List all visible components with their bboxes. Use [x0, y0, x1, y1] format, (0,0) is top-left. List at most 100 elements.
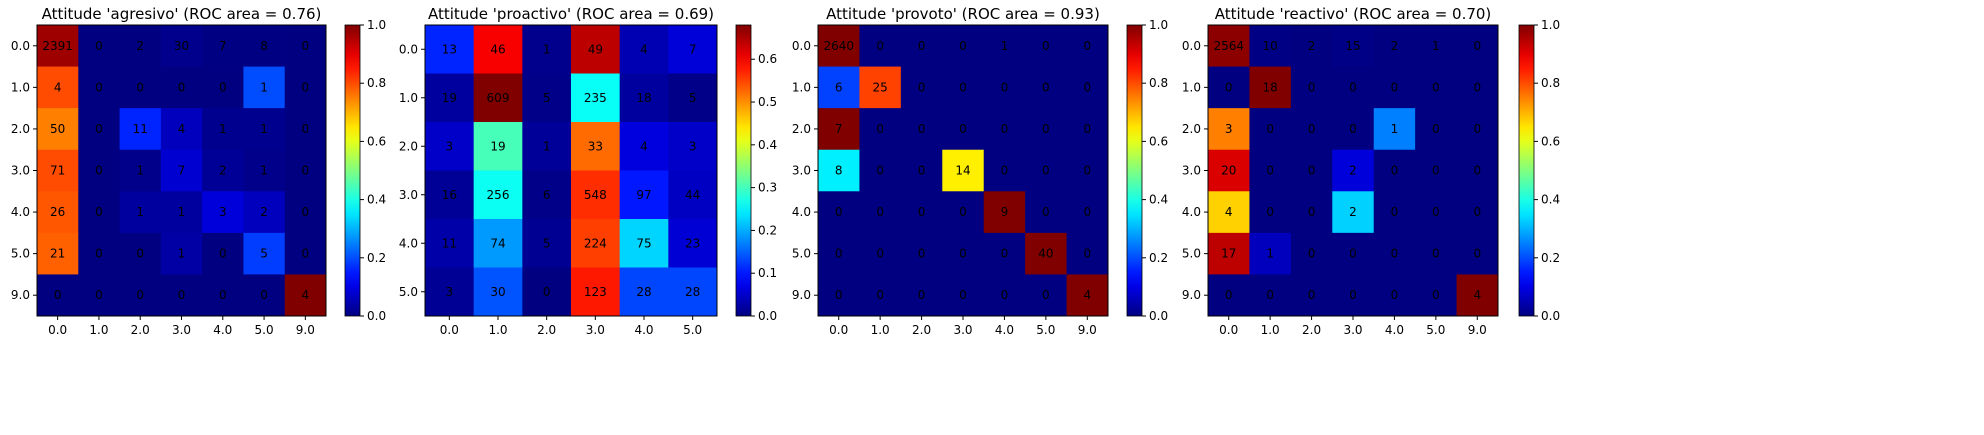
heatmap-cell — [900, 232, 943, 275]
cell-value-label: 0 — [918, 247, 926, 261]
heatmap-cell — [1025, 191, 1068, 234]
cell-value-label: 14 — [955, 164, 970, 178]
y-tick-label: 0.0 — [1182, 39, 1201, 53]
cell-value-label: 0 — [876, 247, 884, 261]
heatmap-cell — [571, 122, 621, 171]
heatmap-cell — [1249, 191, 1292, 234]
cell-value-label: 1 — [260, 122, 268, 136]
cell-value-label: 46 — [490, 42, 505, 56]
cell-value-label: 0 — [95, 80, 103, 94]
cell-value-label: 7 — [835, 122, 843, 136]
heatmap-cell — [37, 274, 79, 317]
heatmap-cell — [859, 108, 902, 151]
heatmap-cell — [900, 191, 943, 234]
cell-value-label: 11 — [133, 122, 148, 136]
heatmap-cell — [1249, 25, 1292, 68]
heatmap-cell — [619, 122, 669, 171]
cell-value-label: 6 — [835, 80, 843, 94]
colorbar-tick-label: 0.8 — [1541, 76, 1560, 90]
heatmap-cell — [78, 108, 121, 151]
heatmap-cell — [119, 25, 162, 68]
heatmap-cell — [668, 170, 718, 220]
cell-value-label: 0 — [136, 288, 144, 302]
x-tick-label: 3.0 — [953, 323, 972, 337]
colorbar-tick-label: 0.0 — [367, 309, 386, 323]
cell-value-label: 0 — [1391, 247, 1399, 261]
heatmap-cell — [818, 191, 860, 234]
heatmap-cell — [1066, 149, 1109, 192]
heatmap-cell — [1290, 66, 1333, 109]
cell-value-label: 23 — [685, 236, 700, 250]
cell-value-label: 0 — [918, 39, 926, 53]
heatmap-cell — [473, 170, 523, 220]
y-tick-label: 4.0 — [11, 205, 30, 219]
heatmap-cell — [983, 108, 1026, 151]
heatmap-cell — [202, 108, 244, 151]
cell-value-label: 0 — [1308, 122, 1316, 136]
heatmap-cell — [78, 66, 121, 109]
chart-title: Attitude 'agresivo' (ROC area = 0.76) — [42, 5, 322, 23]
heatmap-cell — [1332, 274, 1375, 317]
y-tick-label: 9.0 — [1182, 288, 1201, 302]
colorbar-tick-label: 1.0 — [1149, 18, 1168, 32]
heatmap-cell — [78, 232, 121, 275]
cell-value-label: 8 — [260, 39, 268, 53]
cell-value-label: 4 — [178, 122, 186, 136]
heatmap-cell — [425, 25, 475, 74]
heatmap-cell — [818, 232, 860, 275]
cell-value-label: 0 — [1042, 205, 1050, 219]
colorbar-tick-label: 0.4 — [1541, 193, 1560, 207]
cell-value-label: 26 — [50, 205, 65, 219]
heatmap-cell — [1066, 66, 1109, 109]
x-tick-label: 2.0 — [912, 323, 931, 337]
heatmap-cell — [202, 232, 244, 275]
heatmap-cell — [1249, 66, 1292, 109]
x-tick-label: 0.0 — [48, 323, 67, 337]
colorbar — [735, 24, 752, 317]
heatmap-cell — [1415, 66, 1458, 109]
cell-value-label: 0 — [95, 122, 103, 136]
heatmap-cell — [78, 191, 121, 234]
cell-value-label: 0 — [1001, 122, 1009, 136]
y-tick-label: 4.0 — [399, 236, 418, 250]
cell-value-label: 0 — [959, 122, 967, 136]
y-tick-label: 1.0 — [399, 91, 418, 105]
y-tick-label: 9.0 — [792, 288, 811, 302]
cell-value-label: 3 — [219, 205, 227, 219]
heatmap-cell — [1332, 232, 1375, 275]
heatmap-cell — [1249, 108, 1292, 151]
cell-value-label: 0 — [876, 122, 884, 136]
x-tick-label: 1.0 — [1261, 323, 1280, 337]
cell-value-label: 0 — [1042, 80, 1050, 94]
cell-value-label: 19 — [442, 91, 457, 105]
heatmap-cell — [859, 66, 902, 109]
cell-value-label: 0 — [95, 164, 103, 178]
heatmap-cell — [522, 122, 572, 171]
heatmap-cell — [1208, 191, 1250, 234]
cell-value-label: 0 — [1001, 288, 1009, 302]
cell-value-label: 18 — [1263, 80, 1278, 94]
colorbar — [1126, 24, 1143, 317]
cell-value-label: 0 — [178, 288, 186, 302]
heatmap-cell — [1066, 108, 1109, 151]
cell-value-label: 1 — [136, 164, 144, 178]
cell-value-label: 0 — [1308, 80, 1316, 94]
cell-value-label: 3 — [1225, 122, 1233, 136]
heatmap-cell — [119, 108, 162, 151]
x-tick-label: 1.0 — [871, 323, 890, 337]
cell-value-label: 6 — [543, 188, 551, 202]
colorbar-tick-label: 0.0 — [1541, 309, 1560, 323]
heatmap-cell — [668, 122, 718, 171]
x-tick-label: 2.0 — [1302, 323, 1321, 337]
cell-value-label: 44 — [685, 188, 700, 202]
heatmap-cell — [284, 232, 327, 275]
heatmap-cell — [425, 122, 475, 171]
heatmap-cell — [284, 108, 327, 151]
heatmap-cell — [1456, 108, 1499, 151]
cell-value-label: 0 — [136, 247, 144, 261]
cell-value-label: 1 — [136, 205, 144, 219]
cell-value-label: 3 — [446, 139, 454, 153]
heatmap-cell — [37, 232, 79, 275]
heatmap-cell — [619, 219, 669, 268]
x-tick-label: 5.0 — [255, 323, 274, 337]
